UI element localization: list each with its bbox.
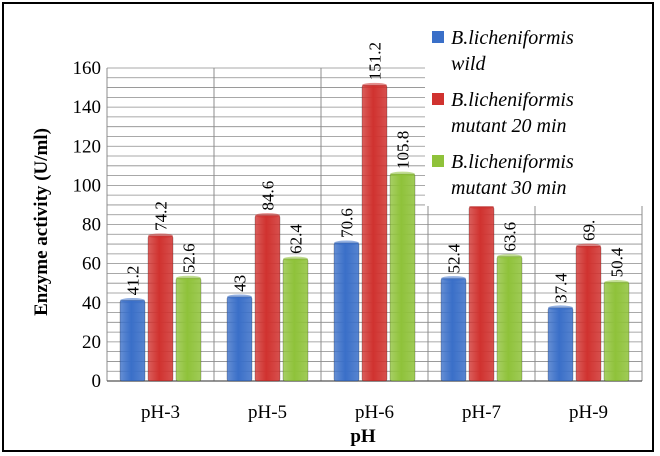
bar-cap	[362, 82, 387, 88]
chart-frame: 41.2 74.2 52.6 43 84.6 62.4 70.6 151.2 105.8 52.4…	[2, 2, 654, 452]
x-tick-label: pH-6	[355, 402, 394, 423]
data-label: 37.4	[552, 273, 571, 303]
data-label: 105.8	[394, 131, 413, 169]
data-label: 52.4	[445, 243, 464, 273]
bar-cap	[604, 280, 629, 285]
bar-cap	[334, 240, 359, 246]
bars	[119, 82, 630, 382]
bar-b-licheniformis-wild-ph-9	[547, 307, 574, 382]
y-tick-label: 0	[92, 371, 102, 392]
x-tick-label: pH-7	[462, 402, 501, 423]
bar-cap	[120, 298, 145, 303]
x-category-labels: pH-3 pH-5 pH-6 pH-7 pH-9	[141, 402, 608, 423]
data-label: 41.2	[124, 266, 143, 296]
bar-b-licheniformis-mutant-30-min-ph-6	[389, 173, 416, 382]
y-tick-label: 100	[73, 175, 102, 196]
y-tick-label: 160	[73, 58, 102, 79]
data-label: 43	[231, 275, 250, 292]
legend-swatch-b-licheniformis-mutant-30-min	[432, 155, 444, 167]
bar-cap	[548, 305, 573, 311]
bar-b-licheniformis-wild-ph-5	[226, 296, 253, 382]
x-tick-label: pH-9	[569, 402, 608, 423]
y-tick-label: 20	[82, 332, 101, 353]
legend-label-b-licheniformis-mutant-20-min: B.licheniformis mutant 20 min	[451, 89, 574, 137]
y-tick-label: 60	[82, 254, 101, 275]
y-tick-label: 120	[73, 136, 102, 157]
data-label: 70.6	[338, 208, 357, 238]
bar-chart: 41.2 74.2 52.6 43 84.6 62.4 70.6 151.2 105.8 52.4…	[31, 6, 651, 447]
bar-b-licheniformis-mutant-30-min-ph-7	[496, 256, 523, 382]
data-label: 74.2	[152, 201, 171, 231]
bar-b-licheniformis-mutant-20-min-ph-5	[254, 215, 281, 382]
legend-swatch-b-licheniformis-wild	[432, 31, 444, 43]
data-labels: 41.2 74.2 52.6 43 84.6 62.4 70.6 151.2 105.8 52.4…	[124, 42, 627, 303]
bar-b-licheniformis-wild-ph-6	[333, 242, 360, 382]
bar-b-licheniformis-mutant-20-min-ph-3	[147, 235, 174, 382]
bar-cap	[576, 243, 601, 249]
y-axis-title: Enzyme activity (U/ml)	[31, 128, 52, 316]
data-label: 63.6	[501, 222, 520, 252]
bar-cap	[441, 276, 466, 281]
x-axis-title: pH	[350, 426, 376, 447]
data-label: 151.2	[366, 42, 385, 80]
data-label: 62.4	[287, 224, 306, 254]
y-tick-label: 140	[73, 97, 102, 118]
bar-b-licheniformis-mutant-20-min-ph-7	[468, 206, 495, 382]
bar-cap	[176, 275, 201, 281]
legend-swatch-b-licheniformis-mutant-20-min	[432, 93, 444, 105]
legend: B.licheniformis wild B.licheniformis mutant…	[425, 6, 651, 206]
legend-background	[425, 6, 651, 206]
y-tick-label: 40	[82, 293, 101, 314]
bar-b-licheniformis-mutant-20-min-ph-9	[575, 245, 602, 382]
bar-b-licheniformis-wild-ph-7	[440, 278, 467, 382]
bar-b-licheniformis-wild-ph-3	[119, 300, 146, 382]
x-tick-label: pH-5	[248, 402, 287, 423]
data-label: 52.6	[180, 243, 199, 273]
bar-cap	[148, 233, 173, 239]
legend-label-b-licheniformis-mutant-30-min: B.licheniformis mutant 30 min	[451, 151, 574, 199]
bar-cap	[255, 213, 280, 218]
bar-cap	[283, 256, 308, 262]
bar-cap	[227, 294, 252, 300]
bar-cap	[390, 171, 415, 177]
bar-cap	[497, 254, 522, 259]
data-label: 84.6	[259, 181, 278, 211]
legend-label-b-licheniformis-wild: B.licheniformis wild	[451, 27, 574, 75]
data-label: 69.	[580, 220, 599, 241]
bar-b-licheniformis-mutant-30-min-ph-9	[603, 282, 630, 382]
bar-b-licheniformis-mutant-30-min-ph-3	[175, 277, 202, 382]
data-label: 50.4	[608, 247, 627, 277]
bar-b-licheniformis-mutant-30-min-ph-5	[282, 258, 309, 382]
x-tick-label: pH-3	[141, 402, 180, 423]
bar-b-licheniformis-mutant-20-min-ph-6	[361, 84, 388, 382]
y-tick-label: 80	[82, 215, 101, 236]
y-tick-labels: 0 20 40 60 80 100 120 140 160	[73, 58, 102, 392]
